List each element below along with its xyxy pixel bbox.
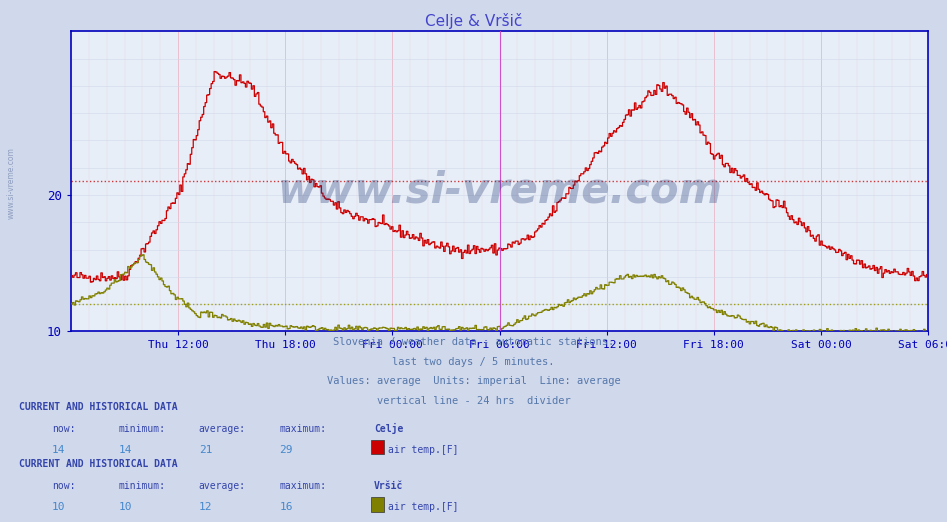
Text: average:: average: bbox=[199, 481, 246, 491]
Text: 29: 29 bbox=[279, 445, 293, 455]
Text: Celje & Vršič: Celje & Vršič bbox=[425, 13, 522, 29]
Text: minimum:: minimum: bbox=[118, 481, 166, 491]
Text: last two days / 5 minutes.: last two days / 5 minutes. bbox=[392, 357, 555, 366]
Text: CURRENT AND HISTORICAL DATA: CURRENT AND HISTORICAL DATA bbox=[19, 459, 178, 469]
Text: 14: 14 bbox=[52, 445, 65, 455]
Text: 14: 14 bbox=[118, 445, 132, 455]
Text: www.si-vreme.com: www.si-vreme.com bbox=[7, 147, 16, 219]
Text: 10: 10 bbox=[118, 502, 132, 512]
Text: average:: average: bbox=[199, 424, 246, 434]
Text: air temp.[F]: air temp.[F] bbox=[388, 502, 458, 512]
Text: 10: 10 bbox=[52, 502, 65, 512]
Text: now:: now: bbox=[52, 424, 76, 434]
Text: now:: now: bbox=[52, 481, 76, 491]
Text: air temp.[F]: air temp.[F] bbox=[388, 445, 458, 455]
Text: Values: average  Units: imperial  Line: average: Values: average Units: imperial Line: av… bbox=[327, 376, 620, 386]
Text: maximum:: maximum: bbox=[279, 481, 327, 491]
Text: www.si-vreme.com: www.si-vreme.com bbox=[277, 170, 722, 211]
Text: minimum:: minimum: bbox=[118, 424, 166, 434]
Text: Slovenia / weather data - automatic stations.: Slovenia / weather data - automatic stat… bbox=[333, 337, 614, 347]
Text: Celje: Celje bbox=[374, 423, 403, 434]
Text: CURRENT AND HISTORICAL DATA: CURRENT AND HISTORICAL DATA bbox=[19, 402, 178, 412]
Text: maximum:: maximum: bbox=[279, 424, 327, 434]
Text: Vršič: Vršič bbox=[374, 481, 403, 491]
Text: vertical line - 24 hrs  divider: vertical line - 24 hrs divider bbox=[377, 396, 570, 406]
Text: 16: 16 bbox=[279, 502, 293, 512]
Text: 21: 21 bbox=[199, 445, 212, 455]
Text: 12: 12 bbox=[199, 502, 212, 512]
